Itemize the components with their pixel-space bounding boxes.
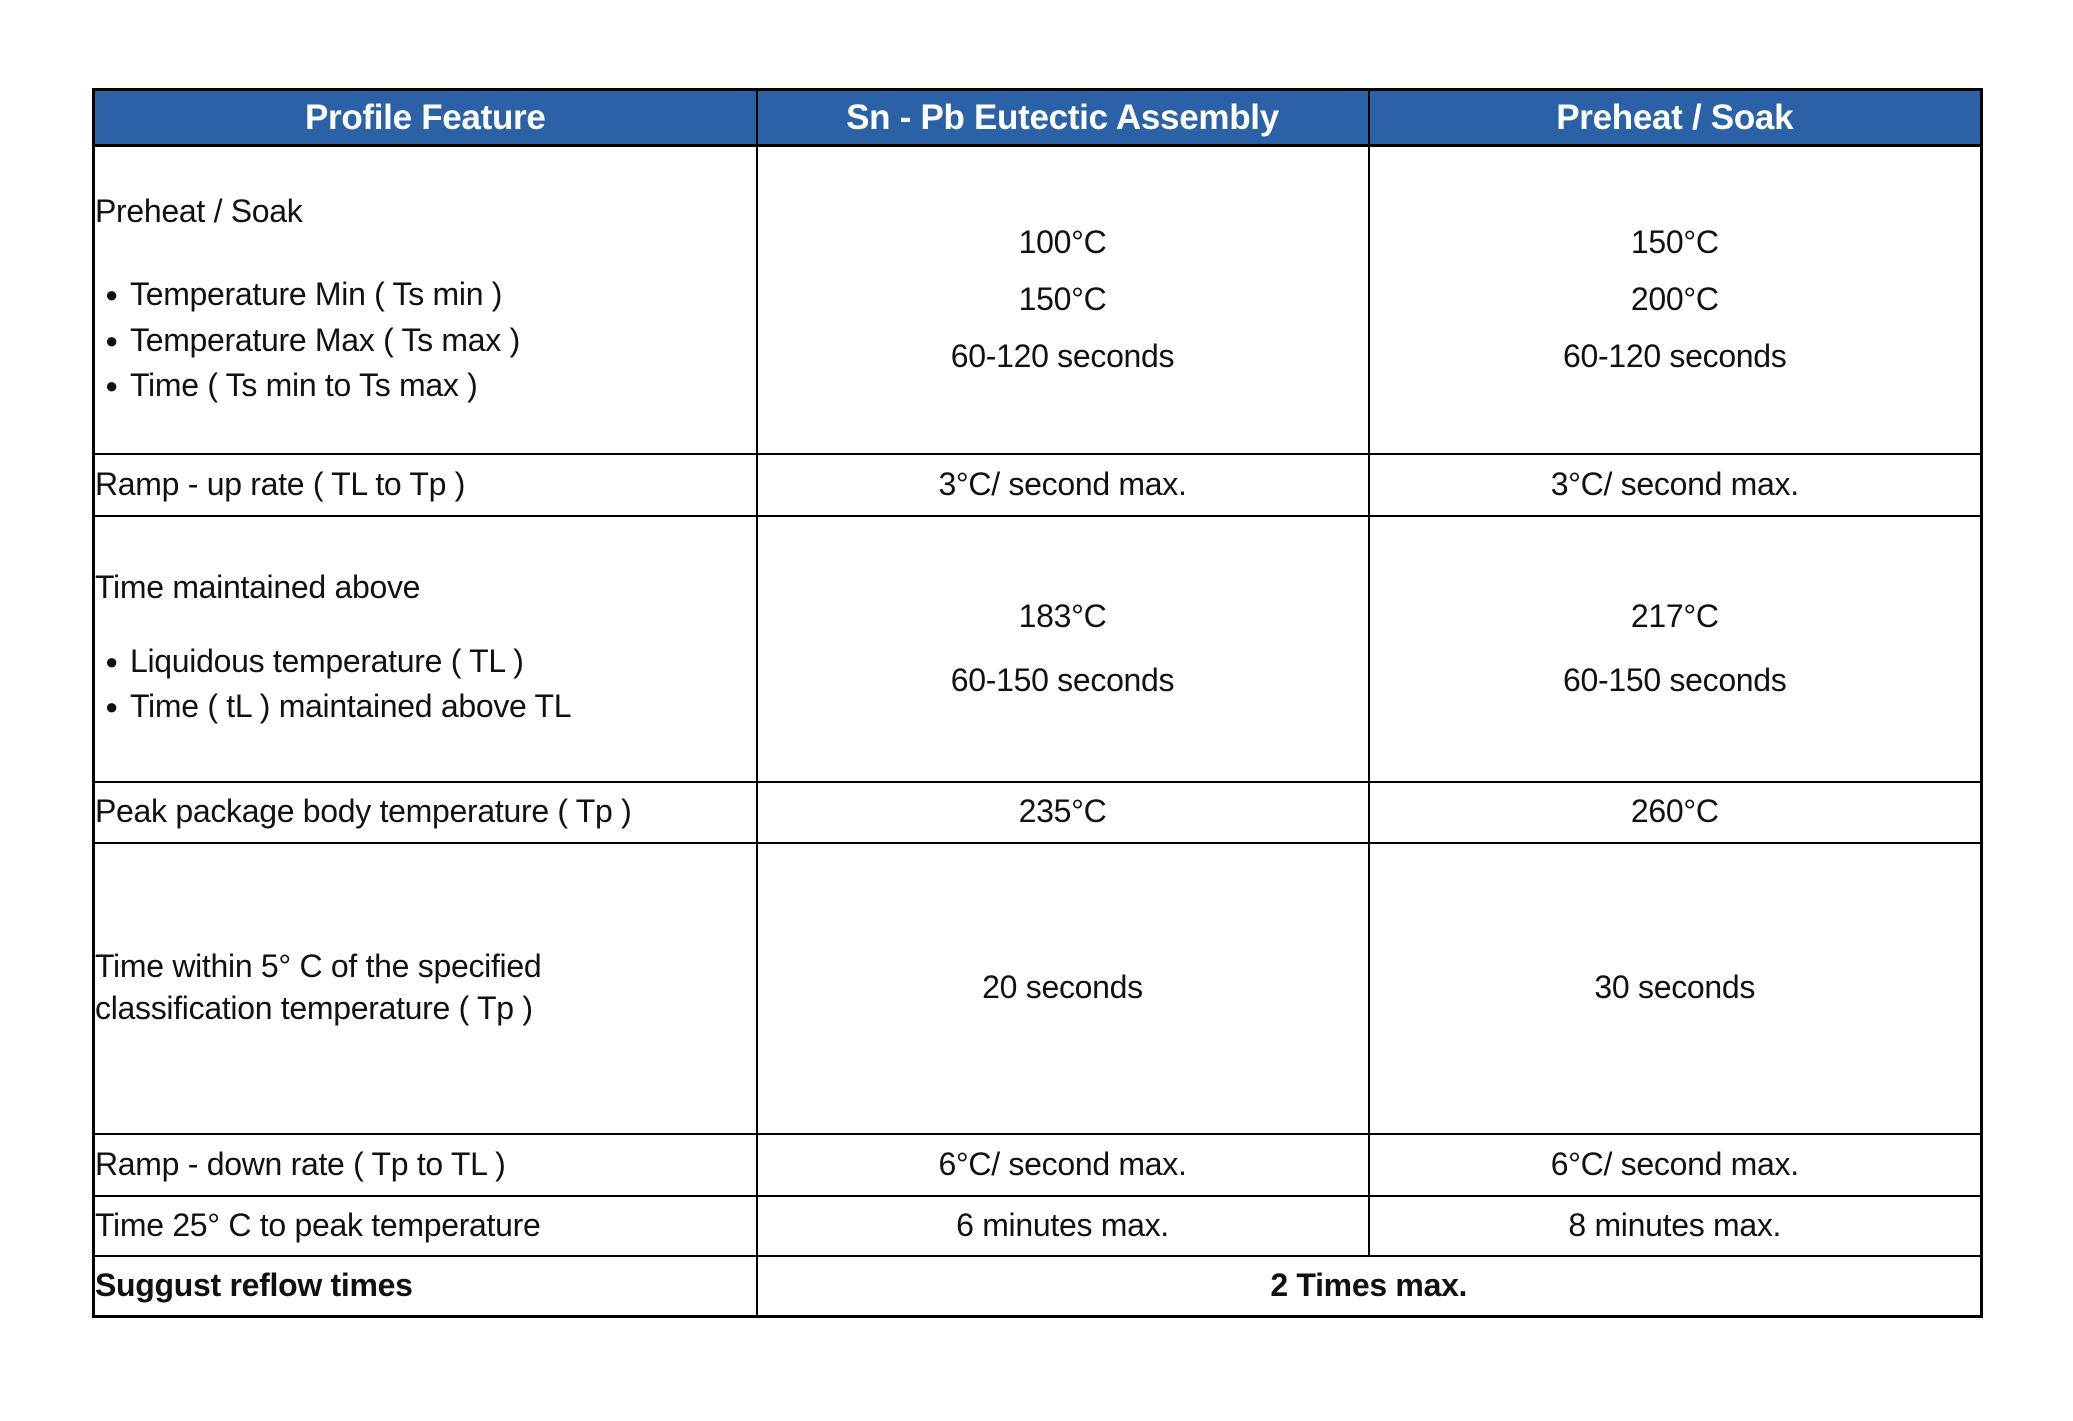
bullet-icon: ● (105, 327, 118, 353)
value-cell-snpb: 3°C/ second max. (755, 452, 1370, 517)
value-line: 20 seconds (982, 969, 1143, 1006)
bullet-item: ● Liquidous temperature ( TL ) (105, 639, 756, 684)
bullet-item: ● Time ( tL ) maintained above TL (105, 684, 756, 729)
value-line: 60-120 seconds (1562, 338, 1787, 375)
value-cell-snpb: 183°C 60-150 seconds (755, 514, 1370, 783)
table-row-preheat-soak: Preheat / Soak ● Temperature Min ( Ts min… (92, 144, 1983, 455)
table-row-time-within-5c: Time within 5° C of the specified classi… (92, 841, 1983, 1135)
bullet-label: Temperature Max ( Ts max ) (130, 321, 520, 358)
header-preheat-soak: Preheat / Soak (1367, 88, 1983, 147)
feature-cell: Suggust reflow times (92, 1254, 758, 1318)
value-line: 100°C (1018, 223, 1107, 260)
value-line: 6 minutes max. (956, 1206, 1169, 1243)
bullet-item: ● Temperature Min ( Ts min ) (105, 272, 756, 317)
header-profile-feature: Profile Feature (92, 88, 758, 147)
value-cell-preheat: 150°C 200°C 60-120 seconds (1367, 144, 1983, 455)
value-cell-preheat: 217°C 60-150 seconds (1367, 514, 1983, 783)
bullet-label: Temperature Min ( Ts min ) (130, 276, 503, 313)
table-row-time-25c-to-peak: Time 25° C to peak temperature 6 minutes… (92, 1194, 1983, 1257)
bullet-label: Time ( Ts min to Ts max ) (130, 367, 478, 404)
value-cell-snpb: 235°C (755, 780, 1370, 844)
value-line: 30 seconds (1594, 969, 1756, 1006)
feature-title: Suggust reflow times (95, 1266, 413, 1303)
feature-bullet-list: ● Liquidous temperature ( TL ) ● Time ( tL… (95, 639, 756, 730)
value-line: 3°C/ second max. (938, 465, 1187, 502)
bullet-icon: ● (105, 694, 118, 720)
bullet-item: ● Temperature Max ( Ts max ) (105, 318, 756, 363)
value-line: 235°C (1018, 793, 1107, 830)
value-line: 8 minutes max. (1568, 1206, 1782, 1243)
value-line: 6°C/ second max. (938, 1145, 1187, 1182)
value-line: 6°C/ second max. (1550, 1145, 1799, 1182)
feature-cell: Peak package body temperature ( Tp ) (92, 780, 758, 844)
value-line: 60-150 seconds (950, 661, 1175, 698)
feature-cell: Preheat / Soak ● Temperature Min ( Ts min… (92, 144, 758, 455)
feature-bullet-list: ● Temperature Min ( Ts min ) ● Temperature… (95, 272, 756, 408)
value-line: 217°C (1630, 598, 1719, 635)
value-cell-preheat: 6°C/ second max. (1367, 1132, 1983, 1197)
bullet-item: ● Time ( Ts min to Ts max ) (105, 363, 756, 408)
feature-title: Time 25° C to peak temperature (95, 1206, 541, 1243)
bullet-icon: ● (105, 282, 118, 308)
value-line: 260°C (1630, 793, 1719, 830)
feature-title: Ramp - up rate ( TL to Tp ) (95, 465, 466, 502)
value-cell-preheat: 30 seconds (1367, 841, 1983, 1135)
table-row-time-maintained: Time maintained above ● Liquidous tempera… (92, 514, 1983, 783)
table-row-suggest-reflow-times: Suggust reflow times 2 Times max. (92, 1254, 1983, 1318)
value-cell-preheat: 260°C (1367, 780, 1983, 844)
feature-cell: Time 25° C to peak temperature (92, 1194, 758, 1257)
value-cell-snpb: 6°C/ second max. (755, 1132, 1370, 1197)
value-line: 150°C (1630, 223, 1719, 260)
value-cell-snpb: 100°C 150°C 60-120 seconds (755, 144, 1370, 455)
feature-cell: Ramp - down rate ( Tp to TL ) (92, 1132, 758, 1197)
bullet-label: Liquidous temperature ( TL ) (130, 642, 524, 679)
feature-title: Preheat / Soak (95, 192, 303, 229)
feature-title: Peak package body temperature ( Tp ) (95, 793, 632, 830)
table-row-ramp-up-rate: Ramp - up rate ( TL to Tp ) 3°C/ second … (92, 452, 1983, 517)
feature-cell: Time maintained above ● Liquidous tempera… (92, 514, 758, 783)
value-line: 183°C (1018, 598, 1107, 635)
reflow-profile-table: Profile Feature Sn - Pb Eutectic Assembl… (92, 88, 1983, 1318)
value-cell-snpb: 6 minutes max. (755, 1194, 1370, 1257)
feature-cell: Ramp - up rate ( TL to Tp ) (92, 452, 758, 517)
feature-cell: Time within 5° C of the specified classi… (92, 841, 758, 1135)
feature-title: Time within 5° C of the specified classi… (95, 948, 542, 1026)
value-cell-preheat: 8 minutes max. (1367, 1194, 1983, 1257)
value-line: 200°C (1630, 281, 1719, 318)
bullet-icon: ● (105, 373, 118, 399)
feature-title: Ramp - down rate ( Tp to TL ) (95, 1145, 506, 1182)
value-line: 2 Times max. (1270, 1267, 1468, 1304)
feature-title: Time maintained above (95, 569, 421, 606)
value-cell-preheat: 3°C/ second max. (1367, 452, 1983, 517)
value-cell-merged: 2 Times max. (755, 1254, 1983, 1318)
value-line: 60-120 seconds (950, 338, 1175, 375)
value-line: 3°C/ second max. (1550, 465, 1799, 502)
bullet-icon: ● (105, 648, 118, 674)
table-row-peak-package-temp: Peak package body temperature ( Tp ) 235… (92, 780, 1983, 844)
bullet-label: Time ( tL ) maintained above TL (130, 688, 572, 725)
value-line: 60-150 seconds (1562, 661, 1787, 698)
value-line: 150°C (1018, 281, 1107, 318)
table-row-ramp-down-rate: Ramp - down rate ( Tp to TL ) 6°C/ secon… (92, 1132, 1983, 1197)
header-snpb-eutectic-assembly: Sn - Pb Eutectic Assembly (755, 88, 1370, 147)
table-header-row: Profile Feature Sn - Pb Eutectic Assembl… (92, 88, 1983, 147)
value-cell-snpb: 20 seconds (755, 841, 1370, 1135)
